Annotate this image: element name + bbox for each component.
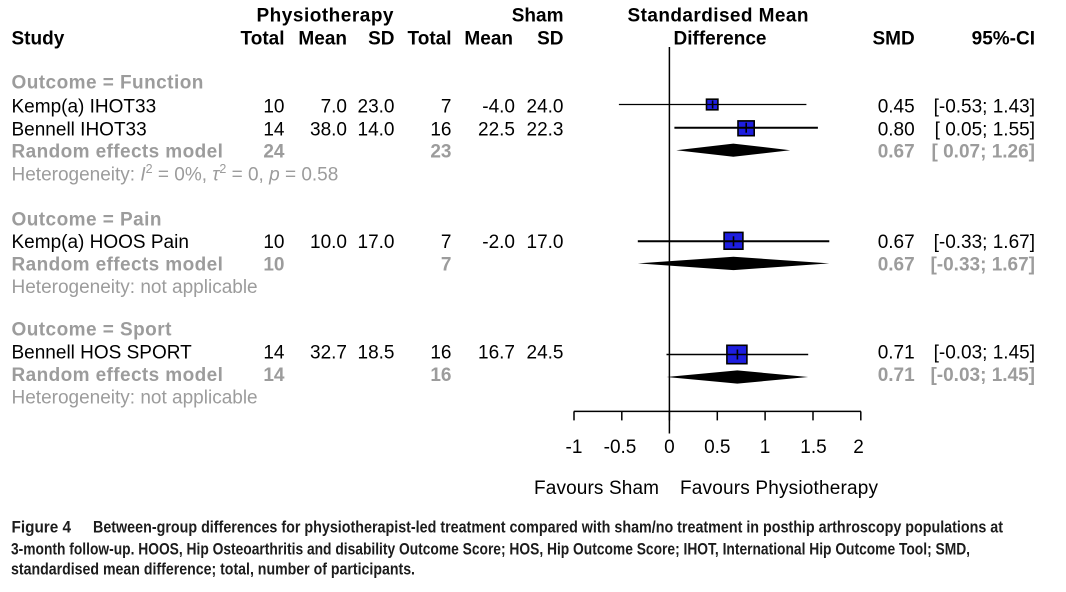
svg-text:Mean: Mean — [298, 29, 347, 50]
svg-text:[-0.33; 1.67]: [-0.33; 1.67] — [930, 255, 1035, 276]
svg-text:38.0: 38.0 — [310, 120, 347, 141]
svg-text:Physiotherapy: Physiotherapy — [257, 6, 394, 27]
svg-text:Random effects model: Random effects model — [12, 142, 224, 163]
svg-text:Kemp(a) IHOT33: Kemp(a) IHOT33 — [12, 97, 157, 118]
svg-text:SMD: SMD — [872, 29, 914, 50]
svg-text:0.5: 0.5 — [704, 437, 730, 458]
svg-text:23.0: 23.0 — [358, 97, 395, 118]
svg-text:Bennell HOS SPORT: Bennell HOS SPORT — [12, 343, 193, 364]
svg-text:10: 10 — [263, 97, 284, 118]
svg-text:10: 10 — [263, 232, 284, 253]
svg-text:22.5: 22.5 — [478, 120, 515, 141]
svg-text:14.0: 14.0 — [358, 120, 395, 141]
svg-text:Figure 4: Figure 4 — [12, 518, 72, 537]
svg-text:0: 0 — [664, 437, 675, 458]
svg-text:Bennell IHOT33: Bennell IHOT33 — [12, 120, 147, 141]
svg-text:standardised mean difference;: standardised mean difference; total, num… — [11, 560, 415, 579]
svg-text:7: 7 — [441, 255, 452, 276]
svg-text:1.5: 1.5 — [800, 437, 826, 458]
svg-text:10: 10 — [263, 255, 284, 276]
svg-text:23: 23 — [430, 142, 451, 163]
svg-text:0.67: 0.67 — [878, 142, 915, 163]
svg-text:[ 0.07; 1.26]: [ 0.07; 1.26] — [932, 142, 1036, 163]
svg-text:[-0.33; 1.67]: [-0.33; 1.67] — [934, 232, 1035, 253]
svg-text:Kemp(a) HOOS Pain: Kemp(a) HOOS Pain — [12, 232, 189, 253]
svg-text:14: 14 — [263, 343, 285, 364]
svg-text:Outcome = Function: Outcome = Function — [12, 73, 204, 94]
svg-text:Total: Total — [408, 29, 452, 50]
svg-text:16.7: 16.7 — [478, 343, 515, 364]
svg-text:95%-CI: 95%-CI — [972, 29, 1035, 50]
svg-text:7: 7 — [441, 97, 452, 118]
svg-text:Study: Study — [12, 29, 65, 50]
svg-text:Heterogeneity: not applicable: Heterogeneity: not applicable — [12, 277, 258, 298]
svg-text:[-0.03; 1.45]: [-0.03; 1.45] — [930, 365, 1035, 386]
svg-text:16: 16 — [430, 120, 451, 141]
svg-text:0.71: 0.71 — [878, 343, 915, 364]
svg-text:-4.0: -4.0 — [482, 97, 515, 118]
svg-text:2: 2 — [853, 437, 864, 458]
svg-text:0.80: 0.80 — [878, 120, 915, 141]
svg-text:Random effects model: Random effects model — [12, 365, 224, 386]
svg-text:Difference: Difference — [674, 29, 767, 50]
svg-text:7.0: 7.0 — [321, 97, 347, 118]
svg-text:3-month follow-up. HOOS, Hip O: 3-month follow-up. HOOS, Hip Osteoarthri… — [11, 540, 970, 559]
svg-text:7: 7 — [441, 232, 452, 253]
svg-text:Mean: Mean — [464, 29, 513, 50]
svg-text:14: 14 — [263, 365, 285, 386]
svg-text:0.45: 0.45 — [878, 97, 915, 118]
svg-text:0.67: 0.67 — [878, 255, 915, 276]
svg-text:24: 24 — [263, 142, 285, 163]
svg-text:17.0: 17.0 — [358, 232, 395, 253]
svg-text:10.0: 10.0 — [310, 232, 347, 253]
svg-text:18.5: 18.5 — [358, 343, 395, 364]
svg-text:Heterogeneity: not applicable: Heterogeneity: not applicable — [12, 388, 258, 409]
svg-text:-2.0: -2.0 — [482, 232, 515, 253]
svg-text:[ 0.05; 1.55]: [ 0.05; 1.55] — [935, 120, 1035, 141]
svg-text:32.7: 32.7 — [310, 343, 347, 364]
svg-text:[-0.03; 1.45]: [-0.03; 1.45] — [934, 343, 1035, 364]
svg-text:0.67: 0.67 — [878, 232, 915, 253]
svg-text:Favours Sham: Favours Sham — [534, 478, 659, 499]
svg-text:Standardised Mean: Standardised Mean — [628, 6, 809, 27]
svg-text:Between-group differences for: Between-group differences for physiother… — [93, 518, 1003, 537]
svg-text:Random effects model: Random effects model — [12, 255, 224, 276]
svg-text:Outcome = Pain: Outcome = Pain — [12, 210, 162, 231]
svg-text:1: 1 — [760, 437, 771, 458]
svg-text:Sham: Sham — [512, 6, 564, 27]
svg-text:-1: -1 — [566, 437, 583, 458]
svg-text:22.3: 22.3 — [527, 120, 564, 141]
svg-text:Outcome = Sport: Outcome = Sport — [12, 320, 173, 341]
svg-text:24.0: 24.0 — [527, 97, 564, 118]
svg-text:24.5: 24.5 — [527, 343, 564, 364]
svg-text:16: 16 — [430, 343, 451, 364]
svg-text:[-0.53; 1.43]: [-0.53; 1.43] — [934, 97, 1035, 118]
svg-text:SD: SD — [368, 29, 394, 50]
svg-text:Favours Physiotherapy: Favours Physiotherapy — [680, 478, 879, 499]
svg-text:SD: SD — [537, 29, 563, 50]
svg-text:Heterogeneity: I2 = 0%, τ2 = 0: Heterogeneity: I2 = 0%, τ2 = 0, p = 0.58 — [12, 162, 339, 186]
svg-text:0.71: 0.71 — [878, 365, 915, 386]
svg-text:17.0: 17.0 — [527, 232, 564, 253]
svg-text:-0.5: -0.5 — [604, 437, 637, 458]
svg-text:16: 16 — [430, 365, 451, 386]
svg-text:Total: Total — [241, 29, 285, 50]
svg-text:14: 14 — [263, 120, 285, 141]
